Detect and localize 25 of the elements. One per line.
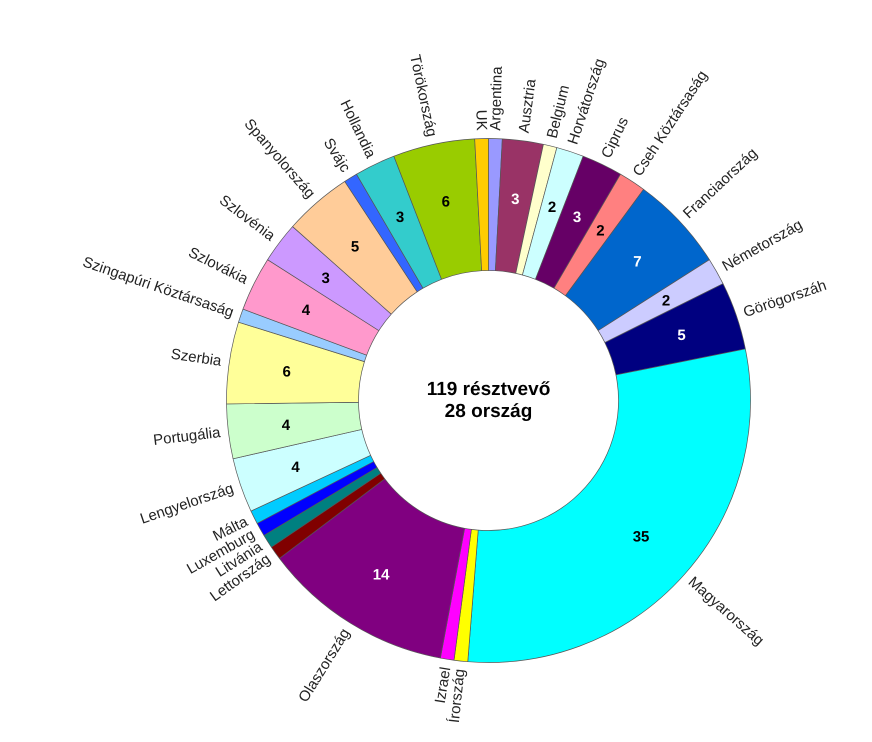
data-label: 2 <box>596 222 605 240</box>
data-label: 3 <box>396 209 404 226</box>
slice-label: Szerbia <box>170 346 224 370</box>
data-label: 3 <box>511 190 520 208</box>
data-label: 5 <box>677 326 686 344</box>
data-label: 6 <box>282 363 291 380</box>
slice-label: Argentina <box>487 66 506 131</box>
slice-label: Portugália <box>152 424 222 449</box>
text: 119 résztvevő <box>426 379 550 400</box>
data-label: 7 <box>633 254 642 271</box>
data-label: 5 <box>350 238 360 256</box>
data-label: 35 <box>632 528 650 546</box>
data-label: 3 <box>322 270 330 288</box>
data-label: 14 <box>372 566 390 584</box>
text: 28 ország <box>444 401 532 422</box>
slice-label: Törökország <box>406 53 440 138</box>
data-label: 4 <box>302 302 311 320</box>
slice-label: Ausztria <box>516 77 540 134</box>
slice-label: UK <box>472 110 490 131</box>
data-label: 2 <box>662 292 670 310</box>
data-label: 3 <box>572 209 582 226</box>
data-label: 2 <box>548 199 556 216</box>
data-label: 4 <box>291 459 300 476</box>
data-label: 6 <box>442 194 450 211</box>
data-label: 4 <box>282 417 291 434</box>
